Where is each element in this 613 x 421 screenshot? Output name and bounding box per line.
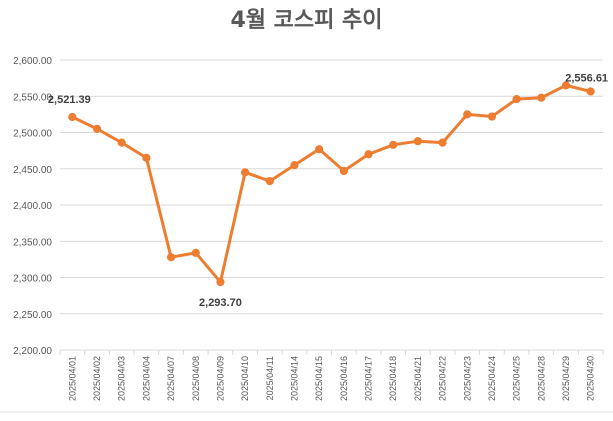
data-point <box>142 153 151 162</box>
x-tick-label: 2025/04/28 <box>536 356 546 401</box>
x-tick-label: 2025/04/17 <box>364 356 374 401</box>
x-tick-label: 2025/04/24 <box>487 356 497 401</box>
data-point <box>117 138 126 147</box>
data-point <box>364 150 373 159</box>
data-label: 2,556.61 <box>565 72 608 84</box>
data-point <box>290 161 299 170</box>
data-point <box>92 124 102 133</box>
data-point <box>241 168 250 177</box>
y-tick-label: 2,200.00 <box>13 346 52 357</box>
data-point <box>463 110 472 119</box>
data-point <box>413 137 422 146</box>
x-tick-label: 2025/04/23 <box>462 356 472 401</box>
y-tick-label: 2,600.00 <box>13 56 52 67</box>
data-point <box>216 277 225 287</box>
x-tick-label: 2025/04/25 <box>512 356 522 401</box>
x-tick-label: 2025/04/16 <box>339 356 349 401</box>
x-tick-label: 2025/04/14 <box>289 356 299 401</box>
x-tick-label: 2025/04/30 <box>586 356 596 401</box>
x-tick-label: 2025/04/01 <box>67 356 77 401</box>
x-tick-label: 2025/04/04 <box>141 356 151 401</box>
y-tick-label: 2,500.00 <box>13 129 52 140</box>
y-tick-label: 2,250.00 <box>13 310 52 321</box>
y-tick-label: 2,550.00 <box>13 92 52 103</box>
x-tick-label: 2025/04/22 <box>438 356 448 401</box>
data-point <box>315 145 324 154</box>
y-tick-label: 2,450.00 <box>13 165 52 176</box>
x-tick-label: 2025/04/11 <box>265 356 275 400</box>
x-tick-label: 2025/04/02 <box>92 356 102 401</box>
x-tick-label: 2025/04/03 <box>117 356 127 401</box>
series-line <box>70 83 593 284</box>
y-tick-label: 2,350.00 <box>13 237 52 248</box>
data-point <box>561 81 571 90</box>
x-tick-label: 2025/04/29 <box>561 356 571 401</box>
data-point <box>68 112 77 122</box>
x-tick-label: 2025/04/18 <box>388 356 398 401</box>
x-tick-label: 2025/04/21 <box>413 356 423 401</box>
x-tick-label: 2025/04/07 <box>166 356 176 401</box>
x-tick-label: 2025/04/15 <box>314 356 324 401</box>
data-point <box>166 253 176 262</box>
data-label: 2,293.70 <box>199 297 242 309</box>
data-point <box>487 112 497 121</box>
data-point <box>339 166 348 176</box>
y-tick-label: 2,400.00 <box>13 201 52 212</box>
data-point <box>389 140 398 149</box>
y-tick-label: 2,300.00 <box>13 274 52 285</box>
data-point <box>537 93 546 102</box>
data-point <box>586 87 595 96</box>
x-tick-label: 2025/04/09 <box>215 356 225 401</box>
x-tick-label: 2025/04/10 <box>240 356 250 401</box>
data-point <box>191 248 200 257</box>
data-point <box>438 138 447 147</box>
x-tick-label: 2025/04/08 <box>191 356 201 401</box>
data-label: 2,521.39 <box>48 94 91 106</box>
data-point <box>265 176 274 186</box>
chart-title: 4월 코스피 추이 <box>230 8 383 33</box>
data-point <box>512 95 521 104</box>
